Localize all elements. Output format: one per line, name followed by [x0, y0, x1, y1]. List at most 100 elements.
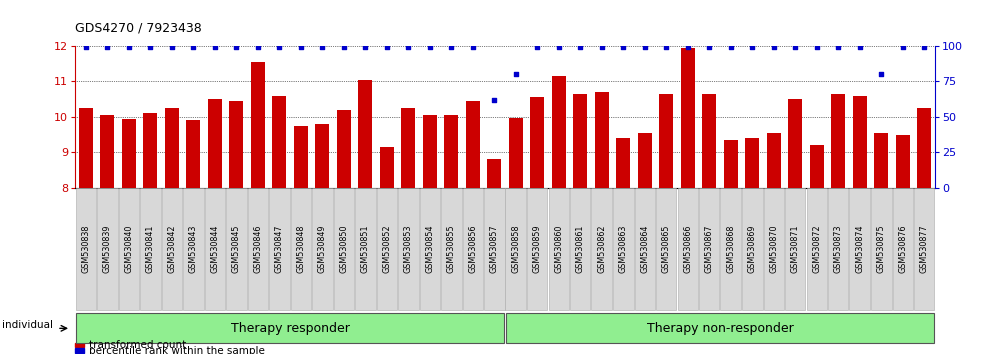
Text: GSM530853: GSM530853	[404, 224, 413, 273]
Bar	[573, 94, 587, 188]
Text: GSM530868: GSM530868	[726, 224, 735, 273]
Bar	[659, 94, 673, 188]
Point	[486, 97, 502, 103]
Bar	[509, 118, 523, 188]
Bar	[724, 140, 738, 188]
Point	[207, 45, 223, 50]
Bar	[767, 133, 781, 188]
Point	[658, 45, 674, 50]
Text: GSM530841: GSM530841	[146, 224, 155, 273]
Point	[422, 45, 438, 50]
Bar	[337, 110, 351, 188]
Text: GSM530857: GSM530857	[490, 224, 499, 273]
Bar	[165, 108, 179, 188]
Point	[164, 45, 180, 50]
Text: GSM530874: GSM530874	[855, 224, 864, 273]
Point	[680, 45, 696, 50]
Text: individual: individual	[2, 320, 53, 330]
Point	[314, 45, 330, 50]
Point	[379, 45, 395, 50]
Text: GSM530865: GSM530865	[662, 224, 671, 273]
Point	[228, 45, 244, 50]
Bar	[444, 115, 458, 188]
Bar	[251, 62, 265, 188]
Point	[701, 45, 717, 50]
Text: GSM530864: GSM530864	[640, 224, 649, 273]
Text: GSM530847: GSM530847	[275, 224, 284, 273]
Point	[787, 45, 803, 50]
Text: GSM530859: GSM530859	[533, 224, 542, 273]
Text: GSM530858: GSM530858	[511, 224, 520, 273]
Text: GSM530845: GSM530845	[232, 224, 241, 273]
Point	[99, 45, 115, 50]
Point	[744, 45, 760, 50]
Text: GSM530855: GSM530855	[447, 224, 456, 273]
Bar	[552, 76, 566, 188]
Text: GSM530850: GSM530850	[339, 224, 348, 273]
Bar	[853, 96, 867, 188]
Text: percentile rank within the sample: percentile rank within the sample	[89, 346, 265, 354]
Text: GSM530842: GSM530842	[167, 224, 176, 273]
Bar	[466, 101, 480, 188]
Text: GSM530867: GSM530867	[705, 224, 714, 273]
Point	[271, 45, 287, 50]
Bar	[681, 48, 695, 188]
Point	[830, 45, 846, 50]
Bar	[143, 113, 157, 188]
Bar	[100, 115, 114, 188]
Text: GSM530848: GSM530848	[296, 224, 305, 273]
Bar	[616, 138, 630, 188]
Bar	[272, 96, 286, 188]
Point	[723, 45, 739, 50]
Text: GSM530838: GSM530838	[81, 224, 90, 273]
Bar	[423, 115, 437, 188]
Text: GSM530849: GSM530849	[318, 224, 327, 273]
Text: GSM530863: GSM530863	[619, 224, 628, 273]
Point	[873, 72, 889, 77]
Point	[465, 45, 481, 50]
Text: GSM530861: GSM530861	[576, 224, 585, 273]
Bar	[788, 99, 802, 188]
Text: GSM530875: GSM530875	[877, 224, 886, 273]
Bar	[874, 133, 888, 188]
Text: GSM530846: GSM530846	[253, 224, 262, 273]
Bar	[530, 97, 544, 188]
Point	[443, 45, 459, 50]
Bar	[122, 119, 136, 188]
Text: GSM530862: GSM530862	[597, 224, 606, 273]
Bar	[208, 99, 222, 188]
Point	[895, 45, 911, 50]
Point	[400, 45, 416, 50]
Bar	[702, 94, 716, 188]
Point	[916, 45, 932, 50]
Text: Therapy non-responder: Therapy non-responder	[647, 322, 793, 335]
Point	[529, 45, 545, 50]
Text: transformed count: transformed count	[89, 340, 186, 350]
Bar	[487, 159, 501, 188]
Point	[766, 45, 782, 50]
Text: GSM530851: GSM530851	[361, 224, 370, 273]
Point	[357, 45, 373, 50]
Point	[250, 45, 266, 50]
Bar	[358, 80, 372, 188]
Point	[572, 45, 588, 50]
Text: GSM530871: GSM530871	[791, 224, 800, 273]
Bar	[810, 145, 824, 188]
Bar	[315, 124, 329, 188]
Point	[142, 45, 158, 50]
Bar	[401, 108, 415, 188]
Bar	[917, 108, 931, 188]
Point	[551, 45, 567, 50]
Bar	[595, 92, 609, 188]
Bar	[638, 133, 652, 188]
Text: GSM530866: GSM530866	[683, 224, 692, 273]
Text: GSM530872: GSM530872	[812, 224, 821, 273]
Text: GSM530870: GSM530870	[769, 224, 778, 273]
Point	[336, 45, 352, 50]
Text: Therapy responder: Therapy responder	[231, 322, 349, 335]
Bar	[831, 94, 845, 188]
Point	[809, 45, 825, 50]
Text: GSM530860: GSM530860	[554, 224, 563, 273]
Text: GSM530843: GSM530843	[189, 224, 198, 273]
Text: GSM530856: GSM530856	[468, 224, 477, 273]
